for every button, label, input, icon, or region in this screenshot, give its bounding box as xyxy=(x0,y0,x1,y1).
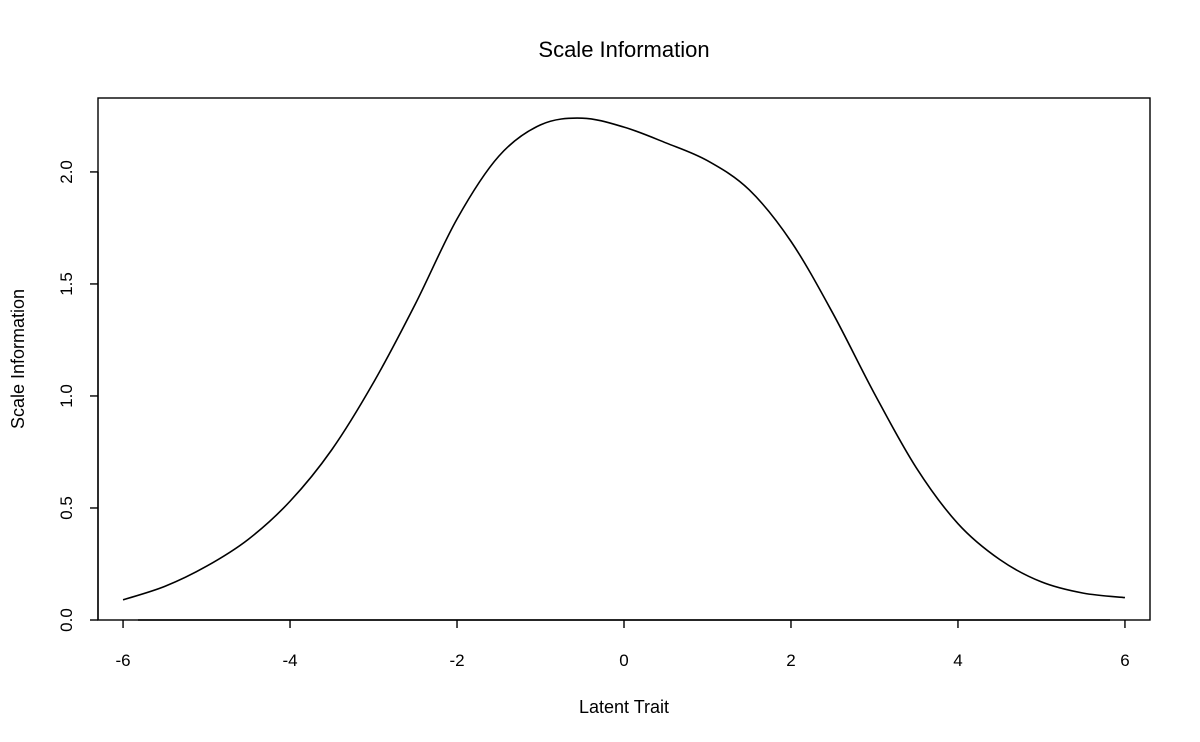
x-tick-label: -4 xyxy=(282,651,297,670)
y-tick-label: 0.5 xyxy=(57,496,76,520)
x-axis-label: Latent Trait xyxy=(579,697,669,717)
y-tick-label: 0.0 xyxy=(57,608,76,632)
x-tick-label: 2 xyxy=(786,651,795,670)
y-tick-label: 1.5 xyxy=(57,272,76,296)
y-axis-label: Scale Information xyxy=(8,289,28,429)
series-line-0 xyxy=(122,117,1126,601)
plot-frame xyxy=(97,97,1151,621)
x-tick-label: 6 xyxy=(1120,651,1129,670)
y-axis-ticks: 0.0 0.5 1.0 1.5 2.0 xyxy=(57,160,98,632)
chart-title: Scale Information xyxy=(538,37,709,62)
x-tick-label: 0 xyxy=(619,651,628,670)
x-tick-label: 4 xyxy=(953,651,962,670)
x-tick-label: -6 xyxy=(115,651,130,670)
y-tick-label: 2.0 xyxy=(57,160,76,184)
x-axis-ticks: -6 -4 -2 0 2 4 6 xyxy=(115,620,1130,670)
y-tick-label: 1.0 xyxy=(57,384,76,408)
x-tick-label: -2 xyxy=(449,651,464,670)
series-layer xyxy=(122,117,1126,601)
